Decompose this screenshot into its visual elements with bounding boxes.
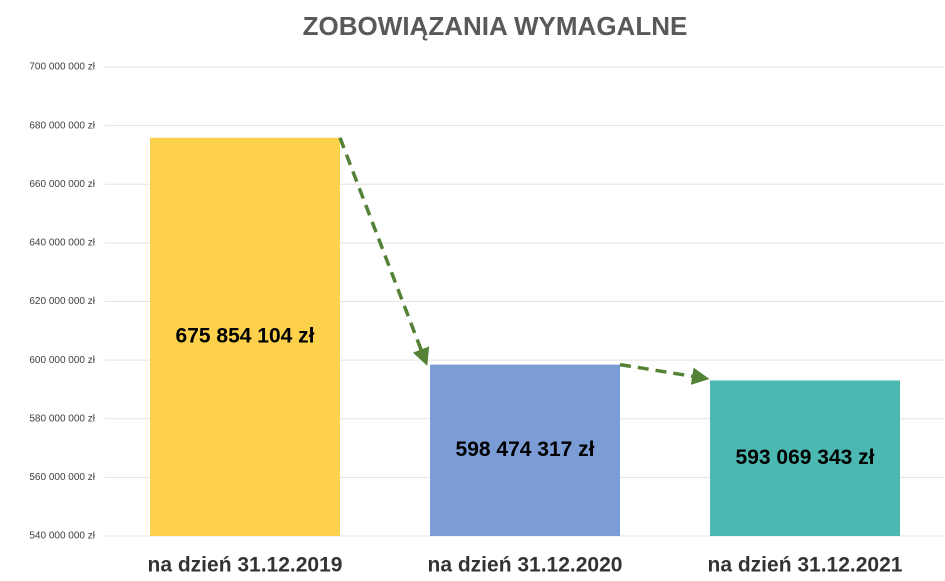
trend-arrow: [338, 137, 430, 366]
x-tick-label: na dzień 31.12.2021: [708, 554, 903, 577]
x-tick-label: na dzień 31.12.2020: [428, 554, 623, 577]
y-tick-label: 660 000 000 zł: [29, 179, 95, 190]
value-label: 593 069 343 zł: [736, 446, 875, 469]
y-tick-label: 540 000 000 zł: [29, 531, 95, 542]
y-tick-label: 600 000 000 zł: [29, 355, 95, 366]
y-tick-label: 620 000 000 zł: [29, 296, 95, 307]
x-tick-label: na dzień 31.12.2019: [148, 554, 343, 577]
y-tick-label: 700 000 000 zł: [29, 62, 95, 73]
bar: [150, 137, 340, 537]
trend-arrow: [619, 362, 710, 385]
y-tick-label: 580 000 000 zł: [29, 413, 95, 424]
bar: [710, 380, 900, 536]
value-label: 675 854 104 zł: [176, 324, 315, 347]
y-tick-label: 680 000 000 zł: [29, 120, 95, 131]
y-tick-label: 560 000 000 zł: [29, 472, 95, 483]
bar: [430, 364, 620, 536]
value-label: 598 474 317 zł: [456, 438, 595, 461]
y-tick-label: 640 000 000 zł: [29, 238, 95, 249]
chart-title: ZOBOWIĄZANIA WYMAGALNE: [303, 11, 688, 41]
